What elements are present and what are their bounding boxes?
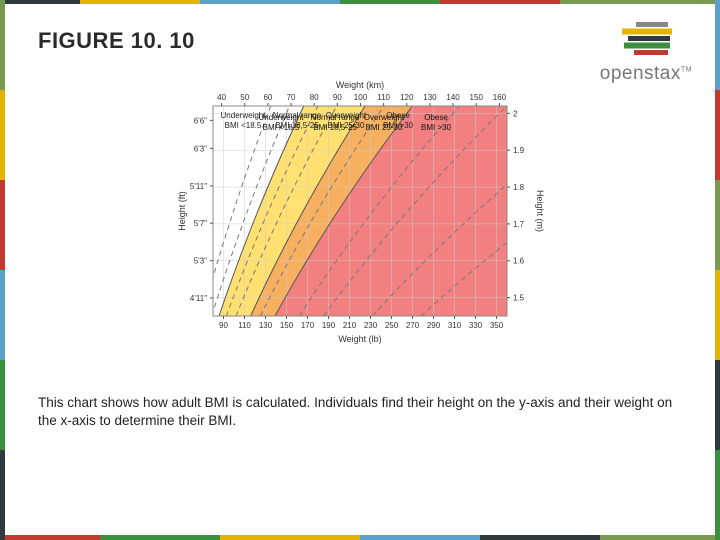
svg-text:330: 330 [469, 321, 483, 330]
svg-text:1.7: 1.7 [513, 220, 525, 229]
svg-text:6'3": 6'3" [194, 144, 207, 153]
svg-text:350: 350 [490, 321, 504, 330]
svg-text:5'3": 5'3" [194, 257, 207, 266]
svg-text:Underweight: Underweight [259, 113, 305, 122]
svg-text:250: 250 [385, 321, 399, 330]
svg-text:1.9: 1.9 [513, 146, 525, 155]
svg-text:140: 140 [446, 93, 460, 102]
svg-text:BMI <18.5: BMI <18.5 [225, 121, 262, 130]
svg-text:160: 160 [493, 93, 507, 102]
svg-text:Height (m): Height (m) [535, 190, 545, 232]
svg-text:Overweight: Overweight [364, 113, 405, 122]
svg-text:BMI >30: BMI >30 [421, 123, 452, 132]
svg-text:40: 40 [217, 93, 226, 102]
openstax-logo: openstaxTM [600, 22, 692, 85]
svg-text:150: 150 [280, 321, 294, 330]
svg-text:BMI 25-30: BMI 25-30 [366, 123, 403, 132]
svg-text:120: 120 [400, 93, 414, 102]
logo-word: openstax [600, 63, 681, 84]
svg-text:80: 80 [310, 93, 319, 102]
svg-text:1.5: 1.5 [513, 294, 525, 303]
svg-text:6'6": 6'6" [194, 116, 207, 125]
bmi-chart-svg: 9011013015017019021023025027029031033035… [175, 78, 545, 363]
svg-text:Obese: Obese [424, 113, 448, 122]
page: FIGURE 10. 10 openstaxTM 90 110 130 150 170 1… [0, 0, 720, 540]
figure-title: FIGURE 10. 10 [38, 28, 195, 54]
svg-text:90: 90 [219, 321, 228, 330]
logo-tm: TM [681, 67, 692, 74]
bmi-chart: 9011013015017019021023025027029031033035… [175, 78, 545, 363]
svg-text:100: 100 [354, 93, 368, 102]
figure-caption: This chart shows how adult BMI is calcul… [38, 394, 682, 430]
svg-text:BMI <18.5: BMI <18.5 [263, 123, 300, 132]
svg-text:5'11": 5'11" [190, 182, 207, 191]
svg-text:5'7": 5'7" [194, 219, 207, 228]
svg-text:2: 2 [513, 109, 518, 118]
svg-text:BMI 18,5-25: BMI 18,5-25 [313, 123, 357, 132]
svg-text:Weight (lb): Weight (lb) [338, 334, 381, 344]
svg-text:50: 50 [240, 93, 249, 102]
svg-text:170: 170 [301, 321, 315, 330]
svg-text:60: 60 [263, 93, 272, 102]
svg-text:70: 70 [287, 93, 296, 102]
svg-text:Height (ft): Height (ft) [177, 191, 187, 231]
svg-text:110: 110 [238, 321, 251, 330]
logo-text: openstaxTM [600, 63, 692, 85]
svg-text:310: 310 [448, 321, 462, 330]
svg-text:270: 270 [406, 321, 420, 330]
svg-text:1.8: 1.8 [513, 183, 525, 192]
svg-text:90: 90 [333, 93, 342, 102]
svg-text:130: 130 [423, 93, 437, 102]
svg-text:190: 190 [322, 321, 336, 330]
svg-text:150: 150 [470, 93, 484, 102]
svg-text:130: 130 [259, 321, 273, 330]
svg-text:290: 290 [427, 321, 441, 330]
svg-text:4'11": 4'11" [190, 294, 207, 303]
svg-text:230: 230 [364, 321, 378, 330]
svg-text:1.6: 1.6 [513, 257, 525, 266]
svg-text:Normal range: Normal range [311, 113, 360, 122]
svg-text:110: 110 [377, 93, 390, 102]
logo-bars-icon [622, 22, 692, 56]
svg-text:210: 210 [343, 321, 357, 330]
svg-text:Weight (km): Weight (km) [336, 80, 384, 90]
